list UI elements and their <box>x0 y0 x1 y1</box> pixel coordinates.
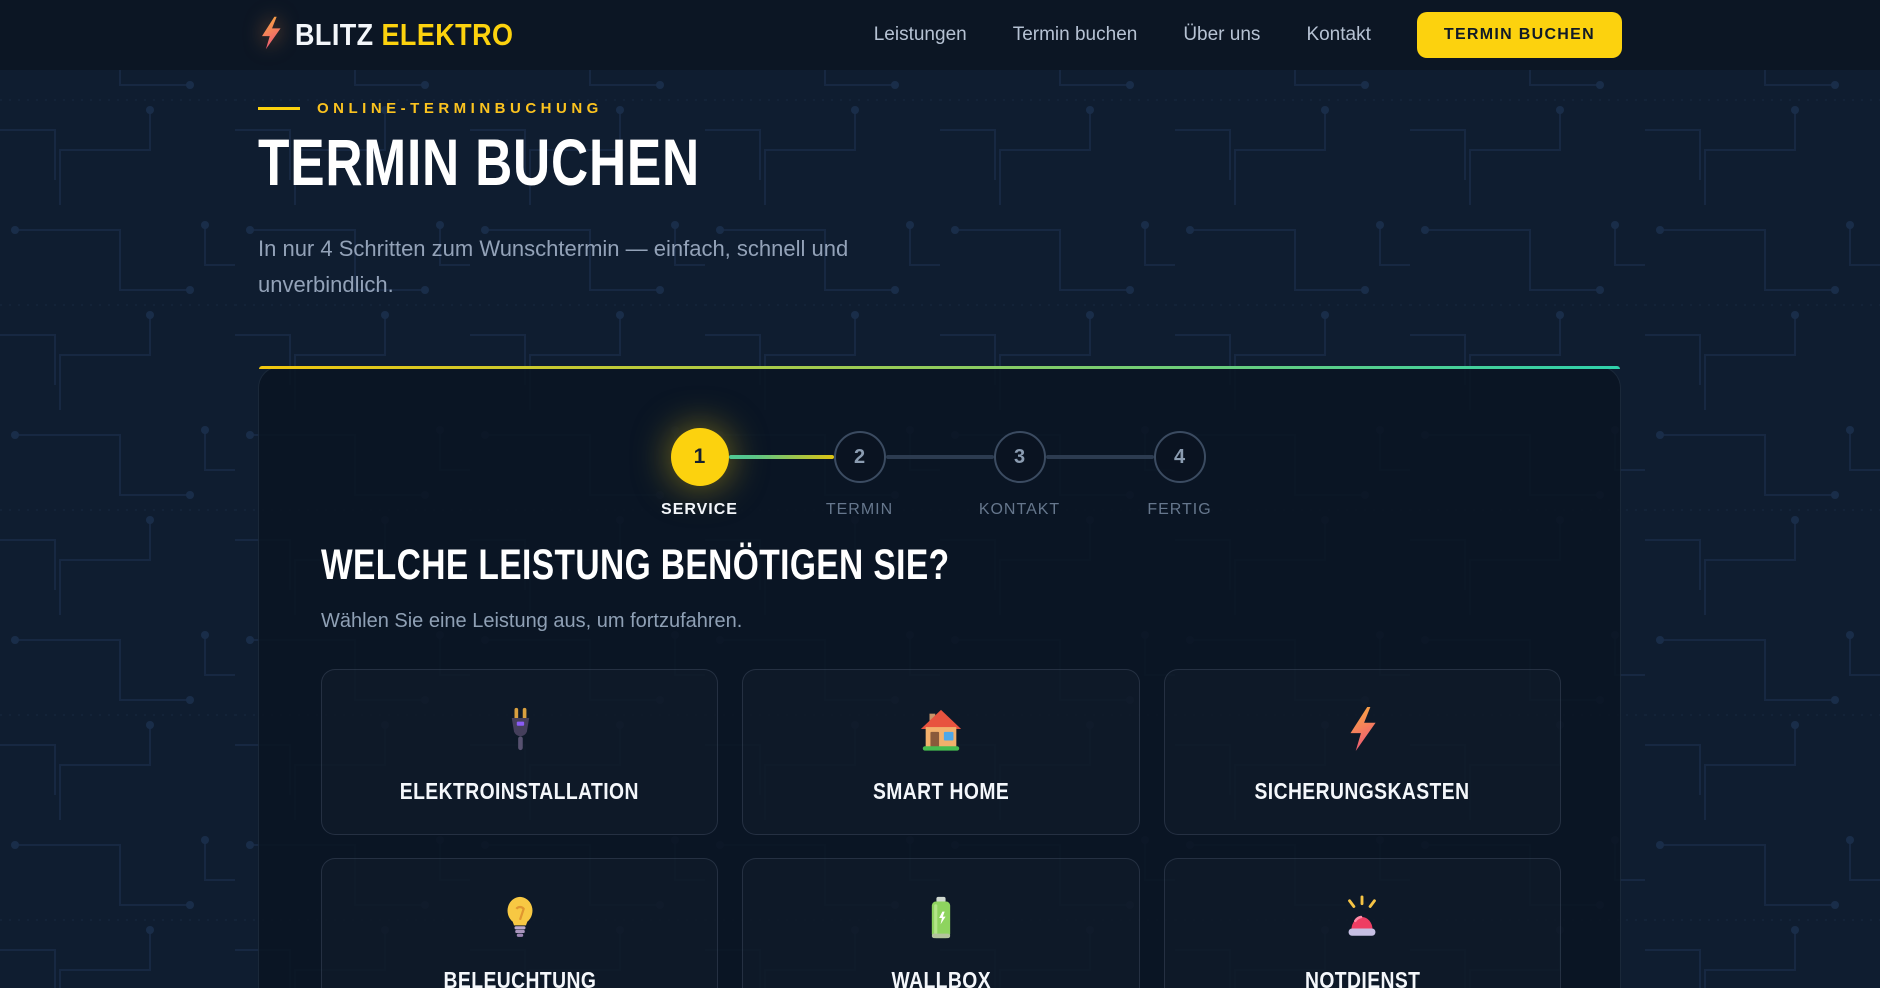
step-connector-1-2 <box>728 455 834 459</box>
eyebrow-dash-line <box>258 107 300 110</box>
eyebrow-label: ONLINE-TERMINBUCHUNG <box>317 100 603 117</box>
service-card-wallbox[interactable]: WALLBOX <box>742 858 1140 988</box>
step-4-number: 4 <box>1173 445 1186 468</box>
booking-card: 1 2 3 4 SERVICE TERMIN KONTAKT FERTIG WE… <box>258 366 1621 988</box>
step-connector-2-3 <box>885 455 994 459</box>
service-question-heading: WELCHE LEISTUNG BENÖTIGEN SIE? <box>321 541 950 589</box>
house-icon <box>918 705 964 753</box>
step-3-circle: 3 <box>993 431 1046 483</box>
step-connector-3-4 <box>1045 455 1154 459</box>
step-1-circle: 1 <box>670 428 729 486</box>
service-card-smart-home[interactable]: SMART HOME <box>742 669 1140 835</box>
nav-item-ueber-uns[interactable]: Über uns <box>1183 24 1261 45</box>
service-card-beleuchtung[interactable]: BELEUCHTUNG <box>321 858 719 988</box>
booking-progress-stepper: 1 2 3 4 SERVICE TERMIN KONTAKT FERTIG <box>620 427 1260 537</box>
brand-name-primary: BLITZ <box>295 17 374 52</box>
main-navigation: Leistungen Termin buchen Über uns Kontak… <box>874 24 1371 46</box>
service-label: NOTDIENST <box>1304 967 1421 988</box>
brand-name-secondary: ELEKTRO <box>381 17 514 52</box>
battery-icon <box>919 894 963 942</box>
nav-item-termin-buchen[interactable]: Termin buchen <box>1012 24 1138 45</box>
step-4-circle: 4 <box>1153 431 1206 483</box>
step-2-number: 2 <box>853 445 866 468</box>
service-label: SMART HOME <box>872 778 1010 804</box>
service-card-elektroinstallation[interactable]: ELEKTROINSTALLATION <box>321 669 719 835</box>
step-2-circle: 2 <box>833 431 886 483</box>
service-card-notdienst[interactable]: NOTDIENST <box>1163 858 1561 988</box>
service-label: ELEKTROINSTALLATION <box>400 778 640 804</box>
step-3-number: 3 <box>1013 445 1026 468</box>
bolt-icon <box>1345 705 1379 753</box>
service-options-grid: ELEKTROINSTALLATION SMART HOME <box>321 669 1561 988</box>
top-navbar: BLITZ ELEKTRO Leistungen Termin buchen Ü… <box>0 0 1880 70</box>
nav-item-kontakt[interactable]: Kontakt <box>1306 24 1371 45</box>
step-2-label: TERMIN <box>825 501 894 518</box>
card-gradient-topline <box>259 366 1620 369</box>
step-1-label: SERVICE <box>661 501 738 518</box>
termin-buchen-cta-button[interactable]: TERMIN BUCHEN <box>1416 12 1622 58</box>
lightning-bolt-icon <box>258 16 283 55</box>
brand-name: BLITZ ELEKTRO <box>295 17 513 53</box>
nav-item-leistungen[interactable]: Leistungen <box>873 24 967 45</box>
brand-logo[interactable]: BLITZ ELEKTRO <box>258 16 546 55</box>
service-card-sicherungskasten[interactable]: SICHERUNGSKASTEN <box>1163 669 1561 835</box>
service-label: SICHERUNGSKASTEN <box>1254 778 1470 804</box>
service-label: BELEUCHTUNG <box>443 967 597 988</box>
step-3-label: KONTAKT <box>978 501 1061 518</box>
plug-icon <box>498 705 542 753</box>
eyebrow: ONLINE-TERMINBUCHUNG <box>258 100 603 117</box>
step-1-number: 1 <box>693 445 706 468</box>
step-4-label: FERTIG <box>1147 501 1212 518</box>
service-label: WALLBOX <box>891 967 991 988</box>
page-subtitle: In nur 4 Schritten zum Wunschtermin — ei… <box>258 236 849 297</box>
booking-page: ONLINE-TERMINBUCHUNG TERMIN BUCHEN In nu… <box>258 0 1622 988</box>
siren-icon <box>1339 894 1385 942</box>
service-instruction: Wählen Sie eine Leistung aus, um fortzuf… <box>321 610 743 632</box>
bulb-icon <box>498 894 542 942</box>
page-title: TERMIN BUCHEN <box>258 125 700 199</box>
